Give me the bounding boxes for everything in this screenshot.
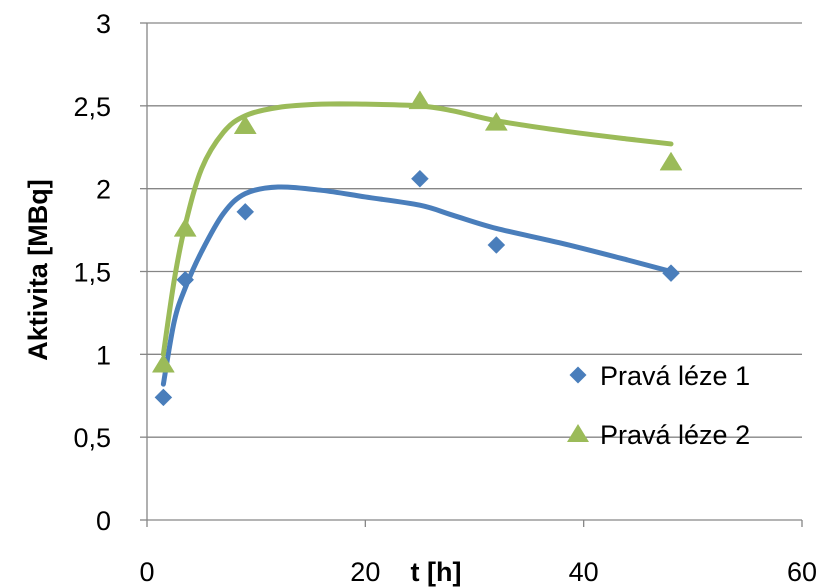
x-tick-label: 40 bbox=[569, 557, 599, 587]
trendline-series-2 bbox=[160, 101, 674, 357]
diamond-point bbox=[662, 264, 680, 283]
triangle-point bbox=[151, 353, 175, 373]
diamond-point bbox=[411, 169, 429, 188]
data-points bbox=[151, 90, 683, 407]
triangle-point bbox=[173, 217, 197, 237]
triangle-point bbox=[659, 151, 683, 171]
legend-triangle-marker bbox=[567, 424, 589, 442]
legend-label: Pravá léze 2 bbox=[600, 420, 750, 450]
diamond-point bbox=[487, 236, 506, 254]
x-tick-label: 60 bbox=[787, 557, 817, 587]
y-tick-label: 3 bbox=[96, 9, 111, 39]
x-tick-label: 20 bbox=[350, 557, 380, 587]
axes bbox=[140, 22, 803, 527]
y-tick-label: 1 bbox=[96, 340, 111, 370]
triangle-point bbox=[233, 115, 257, 134]
legend: Pravá léze 1 Pravá léze 2 bbox=[567, 361, 750, 450]
diamond-point bbox=[176, 270, 195, 289]
x-axis-title: t [h] bbox=[411, 557, 462, 587]
y-tick-label: 0,5 bbox=[73, 423, 111, 453]
trendlines bbox=[160, 101, 674, 387]
y-tick-label: 1,5 bbox=[73, 258, 111, 288]
y-axis-title: Aktivita [MBq] bbox=[23, 179, 53, 361]
y-tick-label: 0 bbox=[96, 506, 111, 536]
legend-diamond-marker bbox=[569, 366, 587, 384]
legend-item-prava-leze-2: Pravá léze 2 bbox=[567, 420, 750, 450]
y-tick-label: 2 bbox=[96, 175, 111, 205]
y-tick-label: 2,5 bbox=[73, 92, 111, 122]
triangle-point bbox=[408, 90, 432, 110]
legend-item-prava-leze-1: Pravá léze 1 bbox=[569, 361, 750, 391]
diamond-point bbox=[154, 388, 173, 407]
x-tick-label: 0 bbox=[139, 557, 154, 587]
diamond-point bbox=[236, 203, 255, 221]
triangle-point bbox=[484, 111, 508, 131]
legend-label: Pravá léze 1 bbox=[600, 361, 750, 391]
tick-labels: 0 0,5 1 1,5 2 2,5 3 0 20 40 60 bbox=[73, 9, 817, 587]
